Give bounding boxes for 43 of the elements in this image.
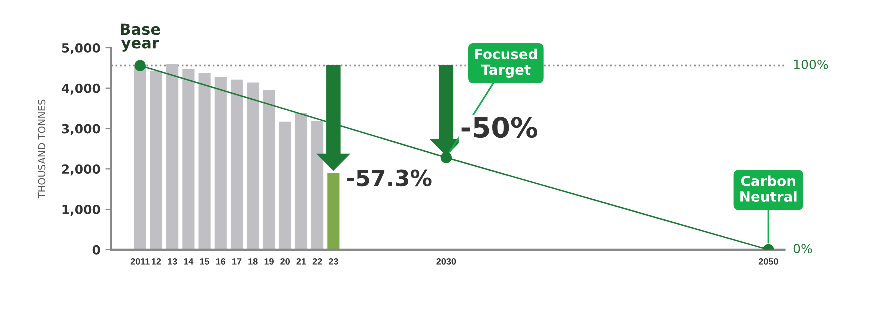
x-tick-label: 2011 (130, 258, 150, 265)
bar (295, 113, 308, 250)
x-tick-label: 2030 (436, 258, 456, 265)
bar (263, 90, 276, 250)
bar (166, 64, 179, 250)
annotation: Focused Target (475, 48, 538, 78)
bar (279, 122, 292, 250)
x-tick-label: 23 (328, 258, 338, 265)
point (440, 152, 452, 164)
annotation: Carbon Neutral (740, 176, 797, 202)
x-tick-label: 19 (264, 258, 274, 265)
x-tick-label: 15 (200, 258, 210, 265)
annotation: -50% (462, 117, 538, 138)
bar (150, 71, 163, 250)
text: 100% (794, 60, 828, 70)
y-axis-title: THOUSAND TONNES (38, 100, 46, 199)
y-tick-label: 1,000 (62, 205, 100, 216)
x-tick-label: 17 (232, 258, 242, 265)
y-tick-label: 0 (92, 245, 100, 255)
bar (247, 82, 260, 250)
x-tick-label: 16 (216, 258, 226, 265)
bar (182, 69, 195, 250)
x-tick-label: 12 (152, 258, 162, 265)
x-tick-label: 18 (248, 258, 258, 265)
bar (230, 80, 244, 250)
bar (134, 66, 146, 250)
y-tick-label: 4,000 (62, 84, 100, 95)
bar (198, 73, 211, 250)
y-tick-label: 2,000 (62, 164, 100, 176)
annotation: -57.3% (347, 170, 432, 187)
x-tick-label: 14 (184, 258, 194, 265)
annotation: Base year (121, 24, 160, 52)
x-tick-label: 20 (280, 258, 290, 265)
bar (328, 173, 340, 250)
x-tick-label: 21 (296, 258, 306, 265)
point (134, 60, 146, 72)
text: 0% (794, 244, 812, 254)
x-tick-label: 2050 (758, 258, 778, 265)
y-tick-label: 5,000 (62, 43, 100, 55)
x-tick-label: 13 (168, 258, 178, 265)
bar (214, 77, 227, 250)
y-tick-label: 3,000 (62, 124, 100, 136)
x-tick-label: 22 (312, 258, 322, 265)
